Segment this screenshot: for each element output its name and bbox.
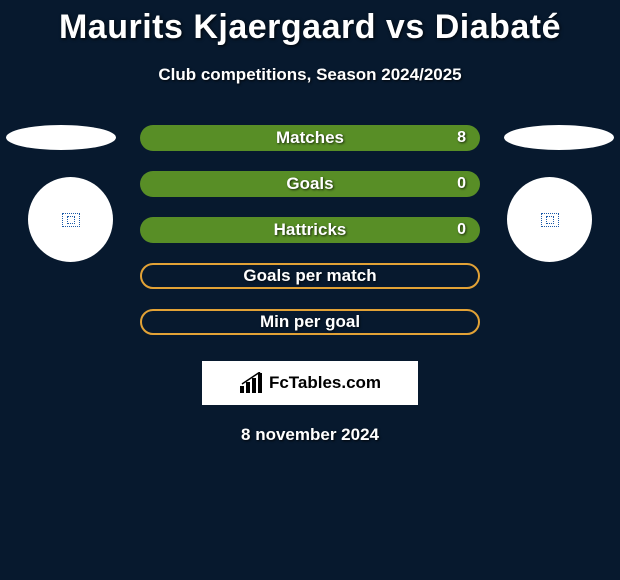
stat-row-hattricks: Hattricks 0 [140, 217, 480, 243]
player-left-ellipse [6, 125, 116, 150]
player-right-badge [507, 177, 592, 262]
footer-date: 8 november 2024 [0, 425, 620, 445]
page-subtitle: Club competitions, Season 2024/2025 [0, 65, 620, 85]
stat-rows: Matches 8 Goals 0 Hattricks 0 Goals per … [140, 125, 480, 355]
stat-row-goals: Goals 0 [140, 171, 480, 197]
stat-right-value: 0 [457, 175, 466, 193]
brand-box: FcTables.com [202, 361, 418, 405]
brand-text: FcTables.com [269, 373, 381, 393]
page-title: Maurits Kjaergaard vs Diabaté [0, 0, 620, 47]
stat-right-value: 8 [457, 129, 466, 147]
stat-label: Hattricks [274, 220, 347, 240]
stat-row-min-per-goal: Min per goal [140, 309, 480, 335]
player-left-badge [28, 177, 113, 262]
stat-label: Goals per match [243, 266, 376, 286]
stat-row-matches: Matches 8 [140, 125, 480, 151]
bars-icon [239, 372, 265, 394]
stat-label: Matches [276, 128, 344, 148]
flag-placeholder-icon [62, 213, 80, 227]
stat-label: Goals [286, 174, 333, 194]
stat-row-goals-per-match: Goals per match [140, 263, 480, 289]
comparison-arena: Matches 8 Goals 0 Hattricks 0 Goals per … [0, 125, 620, 355]
flag-placeholder-icon [541, 213, 559, 227]
stat-label: Min per goal [260, 312, 360, 332]
player-right-ellipse [504, 125, 614, 150]
stat-right-value: 0 [457, 221, 466, 239]
